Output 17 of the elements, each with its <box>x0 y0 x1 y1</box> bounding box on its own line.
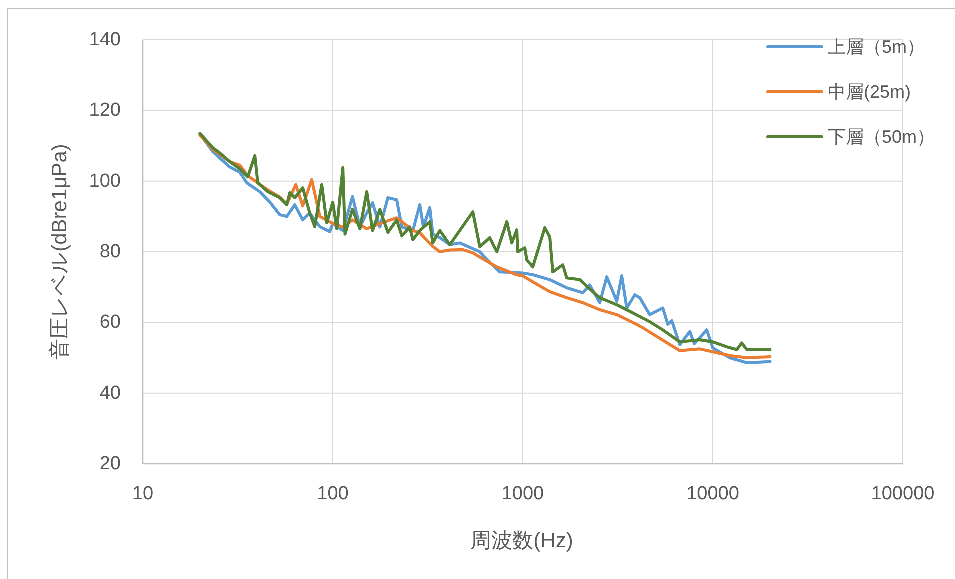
y-tick-label: 60 <box>100 312 121 334</box>
legend-label: 下層（50m） <box>828 127 936 147</box>
x-tick-label: 100 <box>317 484 349 504</box>
y-tick-label: 120 <box>89 100 121 122</box>
y-axis-title: 音圧レベル(dBre1μPa) <box>48 144 72 360</box>
x-axis-title: 周波数(Hz) <box>470 530 574 552</box>
y-tick-label: 40 <box>100 382 121 404</box>
x-tick-label: 100000 <box>871 484 935 504</box>
y-tick-label: 80 <box>100 242 121 262</box>
y-tick-label: 20 <box>100 454 121 474</box>
x-tick-label: 10 <box>132 484 154 504</box>
legend-label: 上層（5m） <box>828 37 926 57</box>
x-tick-label: 10000 <box>686 484 740 504</box>
y-tick-label: 140 <box>89 30 121 50</box>
y-tick-label: 100 <box>89 170 121 192</box>
x-tick-label: 1000 <box>502 484 544 504</box>
legend-label: 中層(25m) <box>828 82 912 102</box>
